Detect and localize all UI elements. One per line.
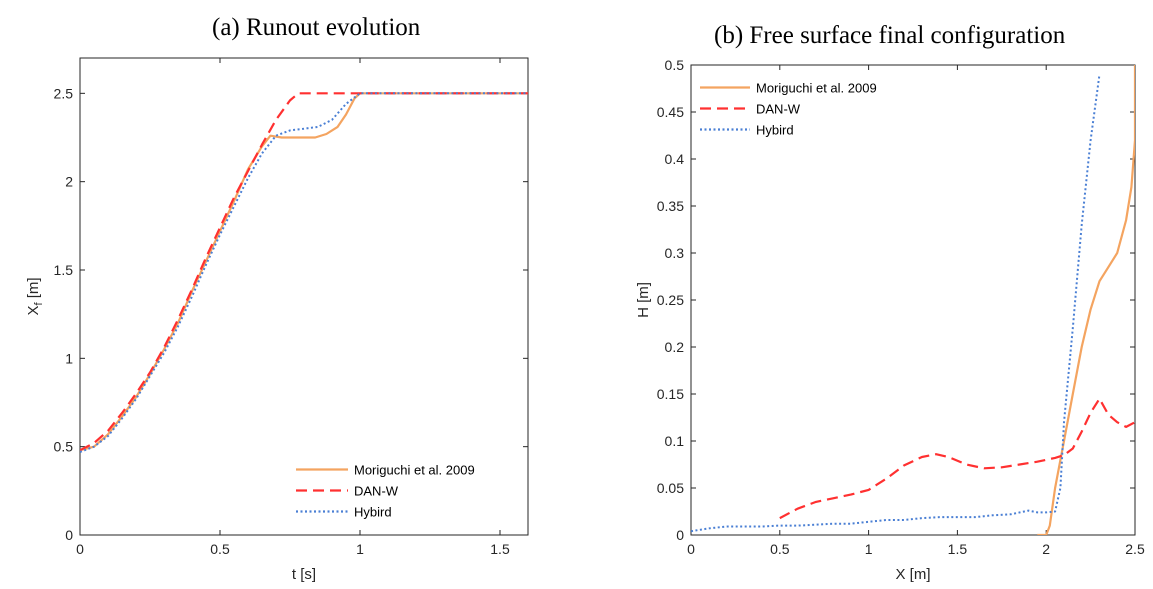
chart-b-svg: 0 0.5 1 1.5 2 2.5 0 0.05 0.1 0.15 0.2 0.25 0.3 0.35 0.… xyxy=(635,57,1145,583)
legend-label: DAN-W xyxy=(354,484,399,499)
series-line xyxy=(80,92,528,453)
y-axis-label: Xf [m] xyxy=(25,277,45,315)
y-tick-label: 2 xyxy=(65,174,73,190)
chart-title: (b) Free surface final configuration xyxy=(714,22,1066,49)
y-tick-label: 0.25 xyxy=(657,292,684,308)
x-tick-label: 2.5 xyxy=(1125,541,1145,557)
legend-label: DAN-W xyxy=(756,102,801,117)
y-tick-label: 0.1 xyxy=(665,433,685,449)
legend-label: Hybird xyxy=(354,505,392,520)
x-tick-label: 0.5 xyxy=(770,541,790,557)
series-line xyxy=(80,92,528,452)
y-axis-label: H [m] xyxy=(635,282,652,318)
x-tick-label: 2 xyxy=(1042,541,1050,557)
x-tick-label: 1.5 xyxy=(948,541,968,557)
y-tick-label: 0 xyxy=(676,527,684,543)
y-tick-label: 0.3 xyxy=(665,245,685,261)
legend-label: Moriguchi et al. 2009 xyxy=(354,463,475,478)
y-tick-label: 1 xyxy=(65,350,73,366)
series-line xyxy=(1037,65,1135,535)
y-tick-label: 0.45 xyxy=(657,104,684,120)
x-tick-label: 0 xyxy=(76,541,84,557)
y-tick-label: 0.35 xyxy=(657,198,684,214)
y-tick-label: 1.5 xyxy=(54,262,74,278)
x-axis-label: t [s] xyxy=(292,566,316,583)
chart-title: (a) Runout evolution xyxy=(212,14,421,41)
y-tick-label: 0.2 xyxy=(665,339,685,355)
y-tick-label: 0.4 xyxy=(665,151,685,167)
chart-free-surface: (b) Free surface final configuration 0 0.… xyxy=(600,0,1153,589)
x-tick-label: 0.5 xyxy=(210,541,230,557)
legend-label: Hybird xyxy=(756,123,794,138)
y-tick-label: 0.5 xyxy=(54,439,74,455)
y-tick-label: 2.5 xyxy=(54,85,74,101)
x-axis-label: X [m] xyxy=(895,566,930,583)
y-tick-label: 0.05 xyxy=(657,480,684,496)
x-tick-label: 1.5 xyxy=(490,541,510,557)
y-tick-label: 0 xyxy=(65,527,73,543)
series-line xyxy=(80,92,528,452)
plot-frame xyxy=(79,57,529,536)
y-tick-label: 0.15 xyxy=(657,386,684,402)
chart-a-svg: 0 0.5 1 1.5 0 0.5 1 1.5 2 2.5 t [s] Xf [m] Moriguchi… xyxy=(25,57,529,583)
x-tick-label: 0 xyxy=(687,541,695,557)
series-line xyxy=(779,397,1135,520)
y-tick-label: 0.5 xyxy=(665,57,685,73)
series-line xyxy=(691,74,1101,533)
x-tick-label: 1 xyxy=(865,541,873,557)
chart-runout-evolution: (a) Runout evolution 0 0.5 1 1.5 0 0.5 1 1.5 2 2.… xyxy=(0,0,560,589)
x-tick-label: 1 xyxy=(356,541,364,557)
legend-label: Moriguchi et al. 2009 xyxy=(756,81,877,96)
